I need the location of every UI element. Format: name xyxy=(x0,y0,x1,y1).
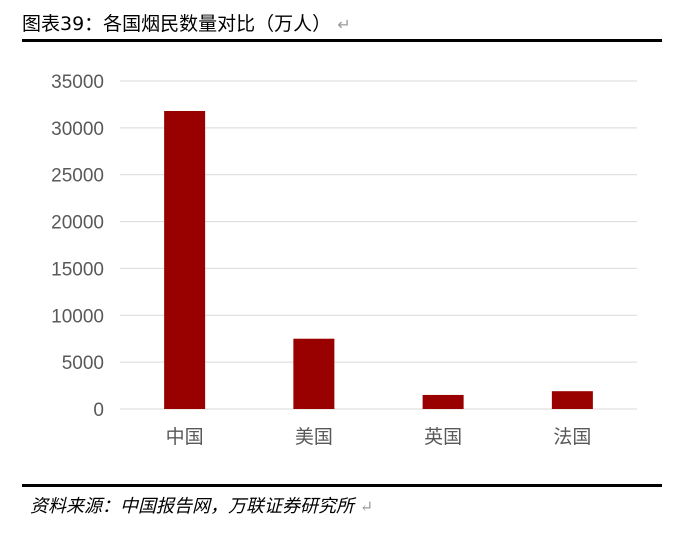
source-text: 资料来源：中国报告网，万联证券研究所 xyxy=(30,496,354,517)
chart-title-text: 图表39：各国烟民数量对比（万人） xyxy=(22,13,332,35)
bottom-rule xyxy=(22,484,662,487)
x-tick-label: 美国 xyxy=(295,426,333,448)
source-return-mark: ↵ xyxy=(359,497,374,516)
x-tick-label: 中国 xyxy=(166,426,204,448)
y-tick-label: 15000 xyxy=(51,259,104,280)
y-tick-label: 10000 xyxy=(51,306,104,327)
bar xyxy=(164,110,206,409)
y-tick-label: 20000 xyxy=(51,213,104,234)
top-rule xyxy=(22,39,662,42)
return-mark: ↵ xyxy=(337,15,351,34)
x-tick-label: 法国 xyxy=(553,426,591,448)
bar-chart: 0 5000 10000 15000 20000 25000 30000 35000 中国 美国 英… xyxy=(51,72,637,448)
bar xyxy=(293,338,335,409)
chart-title: 图表39：各国烟民数量对比（万人） ↵ xyxy=(22,10,662,38)
y-tick-label: 30000 xyxy=(51,119,104,140)
x-tick-label: 英国 xyxy=(424,426,462,448)
bar xyxy=(551,391,593,409)
y-tick-label: 25000 xyxy=(51,166,104,187)
y-tick-label: 5000 xyxy=(62,353,104,374)
y-tick-label: 0 xyxy=(93,400,104,421)
bar xyxy=(422,394,464,409)
source-note: 资料来源：中国报告网，万联证券研究所 ↵ xyxy=(30,494,373,520)
y-tick-label: 35000 xyxy=(51,72,104,93)
